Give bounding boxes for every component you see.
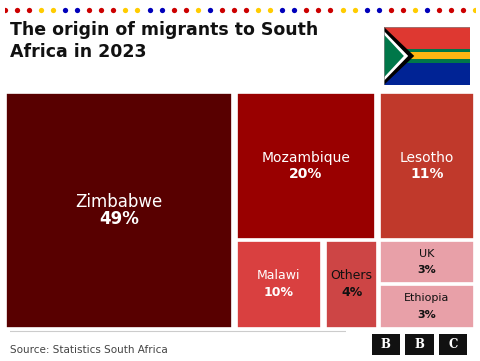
Text: 3%: 3% <box>418 265 436 275</box>
FancyBboxPatch shape <box>326 240 377 328</box>
FancyBboxPatch shape <box>384 63 470 85</box>
FancyBboxPatch shape <box>237 93 375 239</box>
Text: Lesotho: Lesotho <box>400 151 454 165</box>
Text: Malawi: Malawi <box>257 269 300 282</box>
Polygon shape <box>384 35 404 77</box>
Text: Others: Others <box>331 269 373 282</box>
Text: Source: Statistics South Africa: Source: Statistics South Africa <box>10 345 168 355</box>
Text: The origin of migrants to South
Africa in 2023: The origin of migrants to South Africa i… <box>10 21 318 61</box>
Text: B: B <box>415 338 424 351</box>
Polygon shape <box>384 27 414 85</box>
FancyBboxPatch shape <box>237 240 321 328</box>
Text: UK: UK <box>420 249 435 259</box>
FancyBboxPatch shape <box>380 93 474 239</box>
FancyBboxPatch shape <box>372 334 400 356</box>
FancyBboxPatch shape <box>439 334 468 356</box>
FancyBboxPatch shape <box>384 49 470 63</box>
FancyBboxPatch shape <box>405 334 434 356</box>
Text: C: C <box>448 338 458 351</box>
FancyBboxPatch shape <box>384 27 470 49</box>
Polygon shape <box>384 31 408 81</box>
Text: 11%: 11% <box>410 167 444 181</box>
FancyBboxPatch shape <box>6 93 231 328</box>
FancyBboxPatch shape <box>384 52 470 60</box>
Text: Ethiopia: Ethiopia <box>404 293 450 303</box>
Text: 4%: 4% <box>341 286 362 299</box>
Text: 10%: 10% <box>264 286 294 299</box>
Polygon shape <box>384 27 414 85</box>
FancyBboxPatch shape <box>380 285 474 328</box>
Text: B: B <box>381 338 391 351</box>
Text: Mozambique: Mozambique <box>262 151 350 165</box>
Text: 49%: 49% <box>99 209 139 227</box>
Text: 3%: 3% <box>418 310 436 319</box>
Text: 20%: 20% <box>289 167 323 181</box>
FancyBboxPatch shape <box>380 240 474 283</box>
Text: Zimbabwe: Zimbabwe <box>75 193 163 211</box>
